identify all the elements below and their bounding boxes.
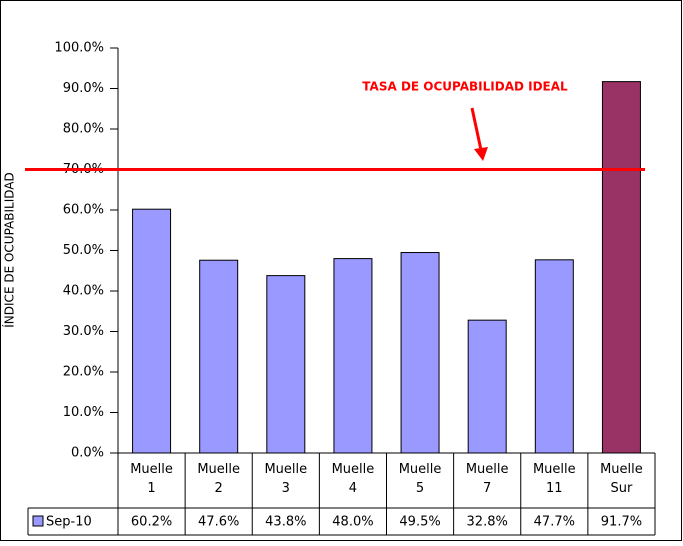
- bar: [132, 208, 172, 454]
- y-tick-label: 80.0%: [63, 122, 104, 137]
- bar: [333, 258, 373, 454]
- data-table-value: 32.8%: [467, 515, 508, 530]
- data-table-value: 43.8%: [265, 515, 306, 530]
- y-axis-label: ÍNDICE DE OCUPABILIDAD: [2, 172, 17, 327]
- data-table-value: 60.2%: [131, 515, 172, 530]
- y-tick-label: 0.0%: [71, 446, 104, 461]
- data-table-value: 91.7%: [601, 515, 642, 530]
- bar: [601, 81, 641, 454]
- x-tick-label: Muelle 7: [466, 462, 509, 496]
- y-tick-label: 90.0%: [63, 81, 104, 96]
- y-tick-label: 100.0%: [54, 41, 104, 56]
- legend-key: [32, 515, 44, 527]
- data-table-value: 47.7%: [534, 515, 575, 530]
- bar: [534, 259, 574, 454]
- annotation-arrowhead: [474, 147, 488, 161]
- x-tick-label: Muelle 4: [332, 462, 375, 496]
- x-tick-label: Muelle 3: [264, 462, 307, 496]
- data-table-value: 47.6%: [198, 515, 239, 530]
- y-tick-label: 50.0%: [63, 243, 104, 258]
- y-tick-label: 40.0%: [63, 284, 104, 299]
- x-tick-label: Muelle 5: [399, 462, 442, 496]
- x-tick-label: Muelle 1: [130, 462, 173, 496]
- x-tick-label: Muelle Sur: [600, 462, 643, 496]
- bar: [199, 259, 239, 454]
- x-tick-label: Muelle 2: [197, 462, 240, 496]
- y-tick-label: 30.0%: [63, 324, 104, 339]
- data-table-value: 49.5%: [399, 515, 440, 530]
- bar: [467, 319, 507, 454]
- bar: [266, 275, 306, 454]
- annotation: TASA DE OCUPABILIDAD IDEAL: [362, 80, 568, 94]
- y-tick-label: 60.0%: [63, 203, 104, 218]
- data-table-value: 48.0%: [332, 515, 373, 530]
- annotation-arrow: [470, 107, 483, 151]
- y-tick-label: 10.0%: [63, 405, 104, 420]
- y-tick-label: 20.0%: [63, 365, 104, 380]
- bar: [400, 252, 440, 454]
- legend-label: Sep-10: [46, 515, 92, 530]
- x-tick-label: Muelle 11: [533, 462, 576, 496]
